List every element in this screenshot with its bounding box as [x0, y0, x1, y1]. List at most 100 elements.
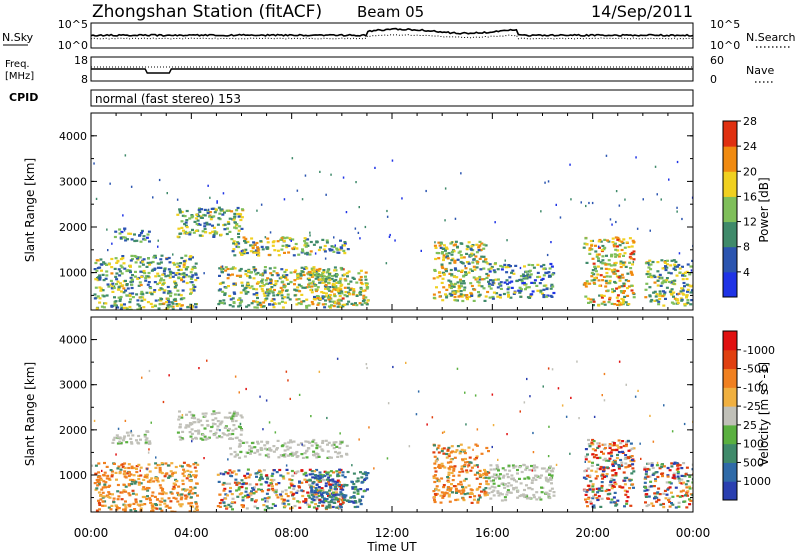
- velocity-echo-cell: [272, 450, 276, 453]
- velocity-echo-speck: [259, 395, 261, 398]
- velocity-echo-cell: [100, 488, 104, 491]
- velocity-echo-cell: [675, 462, 679, 465]
- velocity-echo-cell: [319, 489, 323, 492]
- velocity-echo-cell: [229, 416, 233, 419]
- velocity-echo-cell: [260, 477, 264, 480]
- velocity-echo-cell: [624, 462, 628, 465]
- power-echo-speck: [386, 209, 388, 213]
- power-echo-cell: [632, 258, 636, 261]
- power-echo-cell: [648, 294, 652, 297]
- velocity-echo-cell: [216, 425, 220, 428]
- velocity-echo-speck: [287, 379, 289, 382]
- power-echo-cell: [613, 268, 617, 271]
- velocity-echo-cell: [237, 486, 241, 489]
- power-echo-cell: [107, 263, 111, 266]
- power-echo-cell: [129, 298, 132, 301]
- power-echo-cell: [245, 305, 249, 308]
- power-echo-cell: [284, 276, 288, 279]
- power-echo-cell: [188, 217, 192, 220]
- power-echo-cell: [237, 298, 240, 301]
- velocity-echo-cell: [317, 486, 321, 489]
- velocity-echo-cell: [329, 488, 333, 491]
- velocity-echo-cell: [155, 507, 159, 510]
- velocity-echo-cell: [174, 497, 178, 500]
- power-echo-cell: [603, 303, 607, 306]
- velocity-echo-cell: [656, 491, 660, 494]
- velocity-echo-cell: [621, 450, 624, 453]
- velocity-echo-cell: [614, 483, 618, 486]
- power-echo-cell: [447, 279, 451, 282]
- power-echo-speck: [122, 214, 124, 217]
- power-echo-cell: [670, 288, 674, 291]
- power-echo-cell: [138, 265, 142, 268]
- power-echo-cell: [600, 294, 604, 297]
- velocity-colorbar-tick-label: 100: [743, 438, 764, 451]
- velocity-echo-cell: [450, 445, 454, 448]
- velocity-echo-cell: [112, 501, 116, 504]
- velocity-echo-cell: [104, 481, 108, 484]
- power-echo-cell: [200, 234, 204, 237]
- power-echo-cell: [149, 261, 153, 264]
- velocity-echo-cell: [653, 492, 657, 495]
- velocity-echo-cell: [530, 481, 534, 484]
- velocity-echo-cell: [327, 506, 331, 509]
- velocity-echo-cell: [433, 444, 436, 447]
- velocity-echo-cell: [286, 499, 290, 502]
- power-echo-speck: [158, 178, 161, 182]
- nsky-panel: N.Sky 10^5 10^0 10^5 10^0 N.Search: [2, 18, 796, 52]
- power-echo-cell: [274, 282, 278, 285]
- velocity-echo-cell: [672, 462, 676, 465]
- velocity-echo-cell: [145, 473, 149, 476]
- power-echo-cell: [653, 290, 657, 293]
- power-echo-cell: [604, 279, 608, 282]
- power-echo-cell: [307, 277, 311, 280]
- power-echo-cell: [232, 248, 236, 251]
- velocity-echo-cell: [366, 488, 369, 491]
- power-echo-cell: [590, 244, 594, 247]
- power-echo-cell: [153, 289, 157, 292]
- power-echo-cell: [259, 273, 263, 276]
- velocity-echo-cell: [243, 474, 247, 477]
- velocity-echo-cell: [626, 496, 630, 499]
- velocity-echo-cell: [360, 476, 364, 479]
- velocity-echo-cell: [234, 478, 238, 481]
- velocity-echo-cell: [123, 462, 127, 465]
- velocity-echo-cell: [516, 468, 519, 472]
- power-echo-cell: [293, 271, 297, 274]
- velocity-echo-cell: [315, 444, 319, 447]
- velocity-echo-cell: [228, 437, 232, 440]
- power-echo-cell: [664, 297, 667, 300]
- power-echo-cell: [180, 304, 184, 307]
- velocity-echo-cell: [644, 501, 647, 504]
- velocity-echo-speck: [227, 458, 229, 461]
- power-echo-cell: [251, 245, 255, 248]
- power-echo-cell: [611, 288, 614, 291]
- velocity-echo-cell: [345, 484, 349, 487]
- power-echo-cell: [139, 270, 143, 273]
- power-echo-cell: [337, 302, 341, 305]
- velocity-echo-cell: [337, 481, 341, 484]
- velocity-echo-cell: [340, 487, 343, 490]
- power-echo-cell: [130, 286, 134, 290]
- power-echo-cell: [337, 287, 341, 290]
- velocity-echo-cell: [584, 448, 588, 451]
- power-echo-cell: [590, 271, 594, 275]
- velocity-echo-cell: [625, 490, 629, 493]
- velocity-echo-cell: [94, 464, 98, 467]
- power-echo-cell: [682, 281, 686, 285]
- velocity-echo-cell: [213, 423, 217, 426]
- velocity-echo-cell: [145, 475, 149, 478]
- velocity-echo-cell: [432, 490, 436, 493]
- power-echo-cell: [178, 208, 182, 211]
- velocity-echo-cell: [623, 457, 627, 461]
- velocity-echo-cell: [163, 475, 167, 478]
- velocity-echo-cell: [296, 455, 300, 458]
- velocity-echo-speck: [234, 375, 237, 378]
- power-echo-cell: [324, 299, 327, 302]
- velocity-colorbar-segment: [723, 368, 737, 388]
- velocity-echo-cell: [159, 471, 163, 474]
- velocity-echo-cell: [329, 495, 333, 499]
- velocity-echo-cell: [314, 474, 317, 477]
- power-echo-cell: [500, 268, 504, 271]
